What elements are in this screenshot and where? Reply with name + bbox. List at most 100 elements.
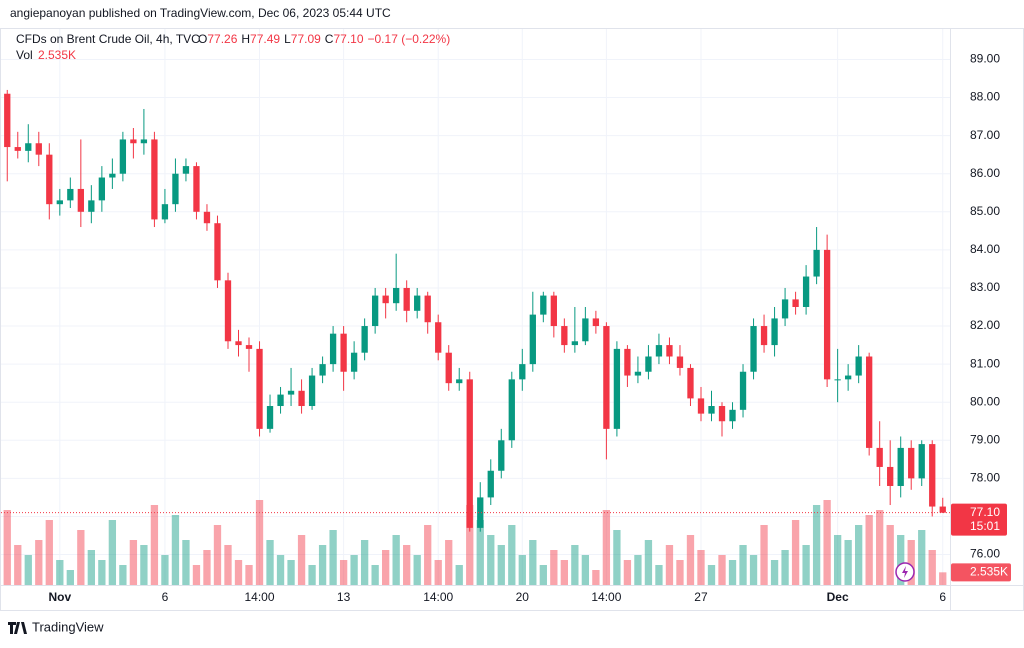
volume-bar	[939, 572, 947, 585]
candle-body	[708, 406, 715, 414]
last-price-box	[951, 503, 1007, 536]
volume-bar	[371, 565, 379, 585]
candle-body	[529, 314, 536, 365]
volume-bar	[161, 555, 169, 585]
candle-body	[182, 166, 190, 174]
candle-body	[582, 318, 589, 342]
candle-body	[887, 466, 894, 486]
candle-body	[329, 333, 337, 365]
volume-bar	[434, 560, 442, 585]
candle-body	[844, 375, 852, 380]
candle-body	[245, 345, 253, 349]
volume-bar	[413, 555, 421, 585]
volume-bar	[360, 540, 369, 585]
candle-body	[224, 280, 232, 342]
volume-bar	[424, 525, 432, 585]
y-tick-label: 89.00	[970, 52, 1000, 66]
volume-bar	[24, 555, 32, 585]
x-tick-label: 14:00	[245, 590, 275, 604]
y-tick-label: 82.00	[970, 318, 1000, 332]
candle-body	[287, 390, 295, 395]
volume-bar	[213, 525, 222, 585]
volume-bar	[87, 550, 95, 585]
volume-bar	[455, 565, 463, 585]
candle-body	[382, 295, 389, 304]
candle-body	[918, 444, 925, 479]
volume-bar	[339, 560, 348, 585]
candle-body	[550, 295, 557, 327]
x-tick-label: Nov	[48, 590, 71, 604]
volume-bar	[297, 535, 306, 585]
volume-bar	[287, 560, 295, 585]
volume-bar	[14, 545, 22, 585]
volume-bar	[749, 555, 758, 585]
candle-body	[466, 379, 473, 528]
y-tick-label: 84.00	[970, 242, 1000, 256]
vol-val: 2.535K	[38, 48, 76, 62]
symbol: CFDs on Brent Crude Oil, 4h, TVC	[16, 32, 200, 46]
candle-body	[666, 345, 673, 357]
candle-body	[371, 295, 379, 327]
vol-key: Vol	[16, 48, 33, 62]
y-tick-label: 85.00	[970, 204, 1000, 218]
volume-bar	[592, 570, 600, 585]
volume-bar	[560, 560, 568, 585]
volume-bar	[192, 565, 201, 585]
h-val: 77.49	[250, 32, 280, 46]
candle-body	[655, 345, 663, 357]
volume-bar	[791, 520, 800, 585]
volume-bar	[602, 510, 611, 585]
candle-body	[77, 188, 84, 212]
volume-bar	[45, 520, 53, 585]
footer: TradingView	[32, 619, 104, 634]
candle-body	[56, 200, 63, 205]
volume-bar	[802, 545, 810, 585]
candle-body	[46, 154, 53, 205]
candle-body	[866, 356, 873, 448]
candle-body	[718, 406, 726, 422]
candle-body	[14, 147, 21, 151]
candle-body	[203, 211, 211, 224]
volume-bar	[150, 505, 159, 585]
volume-bar	[508, 525, 516, 585]
candle-body	[277, 394, 284, 407]
volume-bar	[3, 510, 11, 585]
x-tick-label: Dec	[827, 590, 849, 604]
volume-bar	[529, 540, 537, 585]
last-price-label: 77.10	[970, 505, 1000, 519]
x-tick-label: 14:00	[423, 590, 453, 604]
candle-body	[151, 139, 158, 220]
candle-body	[802, 276, 810, 307]
candle-body	[130, 139, 137, 144]
volume-bar	[739, 545, 747, 585]
volume-bar	[718, 555, 726, 585]
candle-body	[897, 447, 904, 486]
x-tick-label: 13	[337, 590, 351, 604]
x-tick-label: 6	[939, 590, 946, 604]
volume-bar	[392, 535, 400, 585]
candle-body	[109, 173, 116, 178]
volume-bar	[844, 540, 852, 585]
candle-body	[256, 348, 263, 429]
candle-body	[792, 299, 799, 307]
candle-body	[771, 318, 778, 346]
volume-bar	[255, 500, 264, 585]
candle-body	[498, 440, 505, 471]
volume-bar	[318, 545, 327, 585]
candle-body	[98, 177, 106, 201]
o-val: 77.26	[207, 32, 237, 46]
candle-body	[876, 447, 883, 467]
candle-body	[235, 341, 242, 346]
candle-body	[592, 318, 600, 327]
volume-bar	[855, 525, 863, 585]
volume-bar	[518, 555, 526, 585]
y-tick-label: 86.00	[970, 166, 1000, 180]
volume-bar	[571, 545, 579, 585]
last-volume-label: 2.535K	[970, 564, 1008, 578]
volume-bar	[928, 550, 936, 585]
volume-bar	[686, 535, 695, 585]
volume-bar	[77, 530, 85, 585]
candle-body	[687, 367, 694, 399]
change: −0.17 (−0.22%)	[368, 32, 451, 46]
